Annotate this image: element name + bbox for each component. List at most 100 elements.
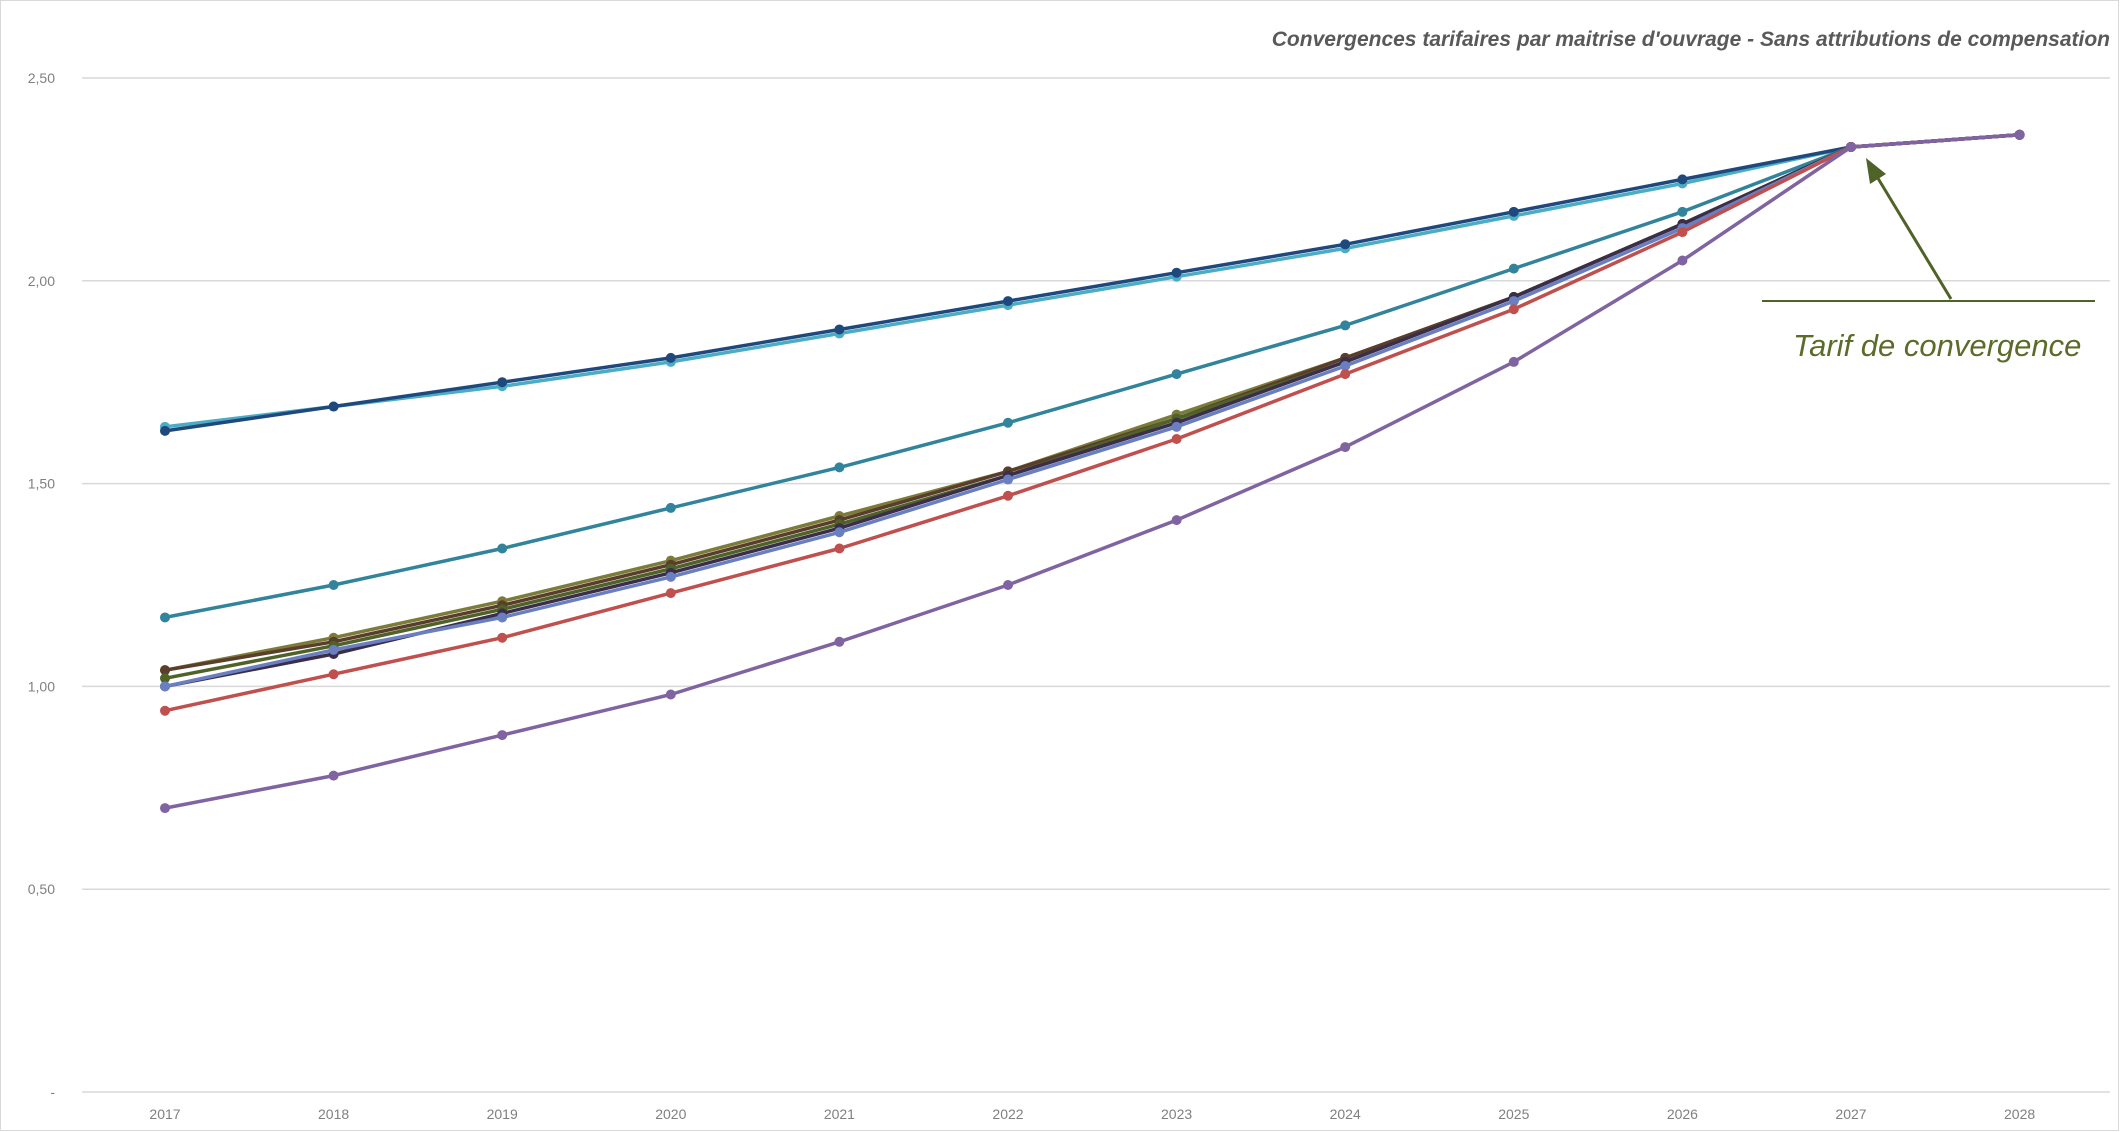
x-tick-label: 2024 xyxy=(1330,1106,1361,1122)
series-line xyxy=(163,133,2022,810)
data-point xyxy=(160,673,170,684)
annotation-label: Tarif de convergence xyxy=(1793,328,2082,363)
data-point xyxy=(328,401,339,412)
x-tick-label: 2023 xyxy=(1161,1106,1192,1122)
series-line xyxy=(163,133,2022,672)
data-point xyxy=(1003,296,1013,307)
series-line xyxy=(163,133,2022,689)
data-point xyxy=(834,543,845,554)
series-7 xyxy=(160,129,2025,692)
x-tick-label: 2025 xyxy=(1498,1106,1529,1122)
series-line xyxy=(163,133,2022,689)
x-axis-ticks: 2017 2018 2019 2020 2021 2022 2023 2024 2025 2026… xyxy=(149,1106,2035,1122)
x-tick-label: 2018 xyxy=(318,1106,349,1122)
y-tick-label: 1,50 xyxy=(28,476,55,492)
series-2 xyxy=(160,129,2025,436)
data-point xyxy=(1003,490,1013,501)
series-8 xyxy=(160,129,2025,692)
series-line xyxy=(163,133,2022,620)
y-tick-label: - xyxy=(50,1084,55,1100)
data-point xyxy=(1003,580,1013,590)
data-point xyxy=(160,803,170,814)
data-point xyxy=(834,527,845,538)
series-4 xyxy=(160,129,2025,676)
chart-title: Convergences tarifaires par maitrise d'o… xyxy=(1271,28,2110,51)
data-point xyxy=(1677,227,1688,238)
y-axis-ticks: - 0,50 1,00 1,50 2,00 2,50 xyxy=(28,70,56,1100)
annotation-arrow-line xyxy=(1874,174,1953,300)
data-point xyxy=(665,689,676,700)
data-point xyxy=(1171,515,1182,526)
data-point xyxy=(160,425,170,436)
x-tick-label: 2028 xyxy=(2004,1106,2035,1122)
data-point xyxy=(665,502,676,513)
data-point xyxy=(497,543,508,554)
data-point xyxy=(1677,255,1688,266)
y-tick-label: 2,00 xyxy=(28,273,55,289)
data-point xyxy=(1677,174,1688,185)
annotation-group xyxy=(1762,158,2095,302)
data-point xyxy=(160,612,170,623)
series-5 xyxy=(160,129,2025,676)
data-point xyxy=(497,612,508,623)
data-point xyxy=(1003,474,1013,485)
series-group xyxy=(160,129,2025,814)
series-3 xyxy=(160,129,2025,623)
x-tick-label: 2019 xyxy=(487,1106,518,1122)
y-tick-label: 2,50 xyxy=(28,70,55,86)
series-line xyxy=(163,133,2022,433)
data-point xyxy=(1340,442,1351,453)
data-point xyxy=(160,665,170,676)
data-point xyxy=(834,324,845,335)
gridlines xyxy=(82,77,2110,1093)
x-tick-label: 2022 xyxy=(992,1106,1023,1122)
data-point xyxy=(328,770,339,781)
series-6 xyxy=(160,129,2025,684)
data-point xyxy=(665,588,676,599)
data-point xyxy=(1340,369,1351,380)
data-point xyxy=(1003,417,1013,428)
data-point xyxy=(1508,206,1519,217)
x-tick-label: 2026 xyxy=(1667,1106,1698,1122)
annotation-arrowhead xyxy=(1866,158,1886,184)
data-point xyxy=(160,705,170,716)
data-point xyxy=(1340,320,1351,331)
data-point xyxy=(1508,356,1519,367)
series-line xyxy=(163,133,2022,681)
series-line xyxy=(163,133,2022,672)
series-line xyxy=(163,133,2022,713)
data-point xyxy=(1340,360,1351,371)
data-point xyxy=(1508,304,1519,315)
data-point xyxy=(497,377,508,388)
data-point xyxy=(665,352,676,363)
data-point xyxy=(834,636,845,647)
data-point xyxy=(1171,369,1182,380)
y-tick-label: 0,50 xyxy=(28,881,55,897)
data-point xyxy=(1508,263,1519,274)
data-point xyxy=(497,632,508,643)
data-point xyxy=(1171,267,1182,278)
data-point xyxy=(160,681,170,692)
x-tick-label: 2017 xyxy=(149,1106,180,1122)
series-10 xyxy=(160,129,2025,814)
data-point xyxy=(328,669,339,680)
data-point xyxy=(1171,421,1182,432)
y-tick-label: 1,00 xyxy=(28,678,55,694)
data-point xyxy=(328,580,339,590)
data-point xyxy=(665,571,676,582)
data-point xyxy=(1677,206,1688,217)
data-point xyxy=(497,730,508,741)
series-line xyxy=(163,133,2022,429)
data-point xyxy=(2014,129,2025,140)
data-point xyxy=(1508,296,1519,307)
data-point xyxy=(834,462,845,473)
data-point xyxy=(1171,433,1182,444)
data-point xyxy=(1340,239,1351,250)
data-point xyxy=(328,644,339,655)
x-tick-label: 2027 xyxy=(1835,1106,1866,1122)
data-point xyxy=(1846,141,1856,152)
x-tick-label: 2020 xyxy=(655,1106,686,1122)
x-tick-label: 2021 xyxy=(824,1106,855,1122)
